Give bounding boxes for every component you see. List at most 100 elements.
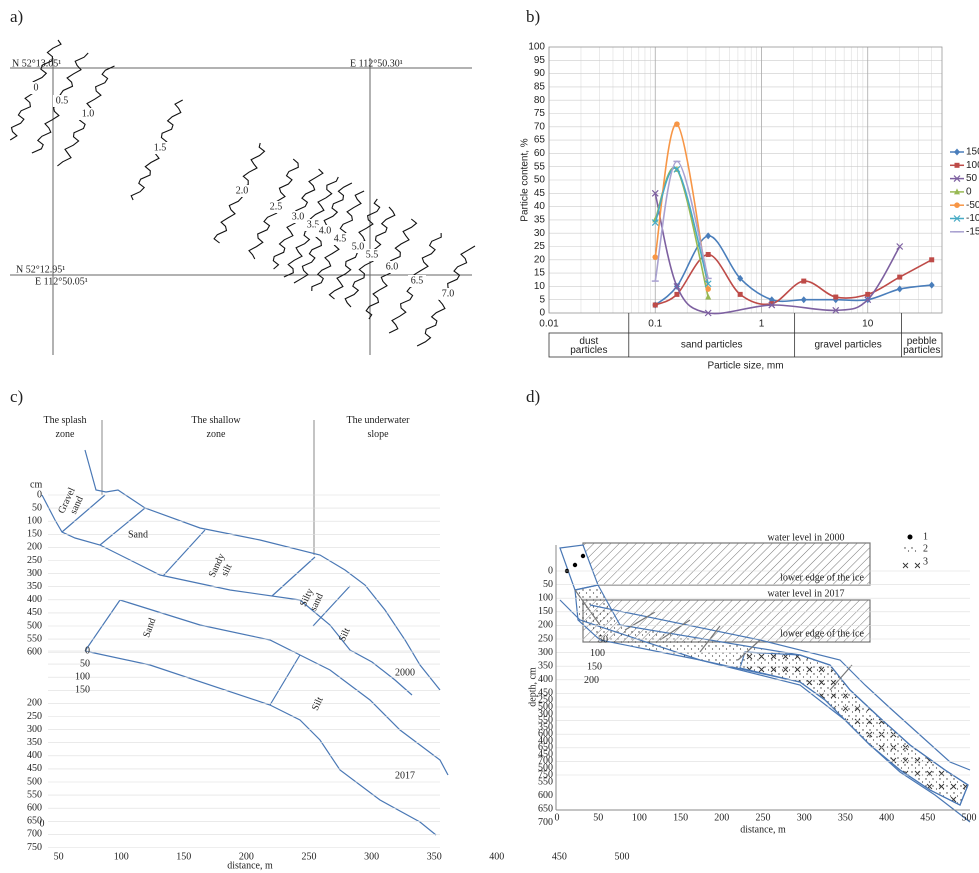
y-tick-label: 95 [534, 55, 546, 66]
depth-label: 450 [27, 763, 42, 774]
y-axis-title: Particle content, % [520, 138, 531, 221]
depth-label: 300 [538, 708, 553, 719]
plot-frame [548, 46, 943, 314]
distance-label: 300 [797, 812, 812, 823]
distance-label: 100 [114, 851, 129, 862]
profile-d-shapes [559, 542, 971, 823]
depth-label: 150 [75, 685, 90, 696]
label-bg [331, 233, 349, 245]
depth-label: 200 [584, 675, 599, 686]
x-axis-title: distance, m [227, 860, 273, 871]
y-tick-label: 5 [539, 294, 545, 305]
distance-label: 500 [615, 851, 630, 862]
depth-label: 550 [538, 715, 553, 726]
depth-label: 300 [538, 647, 553, 658]
marker [674, 121, 680, 127]
label-bg [233, 185, 251, 197]
marker [929, 257, 935, 263]
marker [928, 281, 935, 289]
marker [865, 291, 871, 297]
contour-label: 6.0 [386, 261, 399, 272]
distance-label: 450 [920, 812, 935, 823]
depth-label: 400 [27, 750, 42, 761]
size-class-label: pebble particles [903, 336, 940, 356]
depth-label: 500 [538, 701, 553, 712]
legend-label: 150 [966, 147, 979, 158]
y-tick-label: 90 [534, 68, 546, 79]
legend-label: 1 [923, 531, 928, 542]
y-tick-label: 25 [534, 241, 546, 252]
contour-label: 2.5 [270, 201, 283, 212]
depth-label: 600 [27, 646, 42, 657]
depth-label: 0 [37, 489, 42, 500]
contour-label: 3.0 [292, 211, 305, 222]
y-tick-label: 10 [534, 281, 546, 292]
depth-label: 700 [538, 817, 553, 828]
label-bg [363, 249, 381, 261]
depth-label: 400 [27, 594, 42, 605]
depth-label: 50 [80, 658, 90, 669]
zone-dividers [101, 420, 315, 555]
distance-label: 350 [838, 812, 853, 823]
legend-label: 50 [966, 173, 978, 184]
legend-label: 0 [966, 187, 972, 198]
year-label: 2017 [395, 770, 415, 781]
marker [832, 306, 840, 314]
series-line [654, 235, 932, 306]
marker [674, 291, 680, 297]
y-tick-label: 70 [534, 121, 546, 132]
depth-label: 50 [543, 579, 553, 590]
contour-label: 6.5 [411, 275, 424, 286]
contour-label: 7.0 [442, 288, 455, 299]
marker [705, 286, 711, 292]
distance-label: 350 [427, 851, 442, 862]
depth-label: 650 [538, 803, 553, 814]
marker [769, 301, 775, 307]
depth-label: 0 [85, 645, 90, 656]
label-bg [316, 225, 334, 237]
legend-marker [953, 215, 961, 222]
depth-label: 50 [32, 502, 42, 513]
coordinate-label: E 112°50.30¹ [350, 58, 403, 69]
marker [737, 274, 744, 282]
y-tick-label: 50 [534, 175, 546, 186]
marker [705, 251, 711, 257]
distance-label: 200 [239, 851, 254, 862]
layer-label: Gravelsand [57, 486, 89, 520]
distance-label: 100 [632, 812, 647, 823]
marker [896, 243, 904, 250]
y-tick-label: 100 [528, 42, 545, 53]
layer-label: Sand [128, 529, 148, 540]
depth-label: 450 [27, 607, 42, 618]
label-bg [383, 261, 401, 273]
distance-label: 50 [54, 851, 64, 862]
label-bg [267, 201, 285, 213]
marker [768, 301, 776, 309]
y-tick-label: 85 [534, 82, 546, 93]
depth-label: 550 [27, 633, 42, 644]
label-bg [27, 82, 45, 94]
legend-marker [954, 202, 960, 208]
depth-label: 600 [538, 728, 553, 739]
depth-label: 100 [538, 592, 553, 603]
distance-label: 150 [176, 851, 191, 862]
label-bg [349, 241, 367, 253]
unit-label: cm [30, 479, 42, 490]
legend-label: 100 [966, 160, 979, 171]
legend-label: 3 [923, 556, 928, 567]
depth-label: 0 [548, 565, 553, 576]
depth-label: 200 [27, 698, 42, 709]
profile-c-lines [41, 449, 449, 836]
distance-label: 300 [364, 851, 379, 862]
label-bg [79, 108, 97, 120]
panel-label: b) [526, 7, 540, 26]
depth-label: 600 [538, 790, 553, 801]
distance-label: 500 [962, 812, 977, 823]
depth-label: 700 [538, 756, 553, 767]
y-tick-label: 35 [534, 215, 546, 226]
distance-label: 200 [714, 812, 729, 823]
depth-label: 600 [27, 802, 42, 813]
depth-label: 550 [538, 776, 553, 787]
distance-label: 150 [673, 812, 688, 823]
layer-label: Silt [337, 626, 353, 643]
